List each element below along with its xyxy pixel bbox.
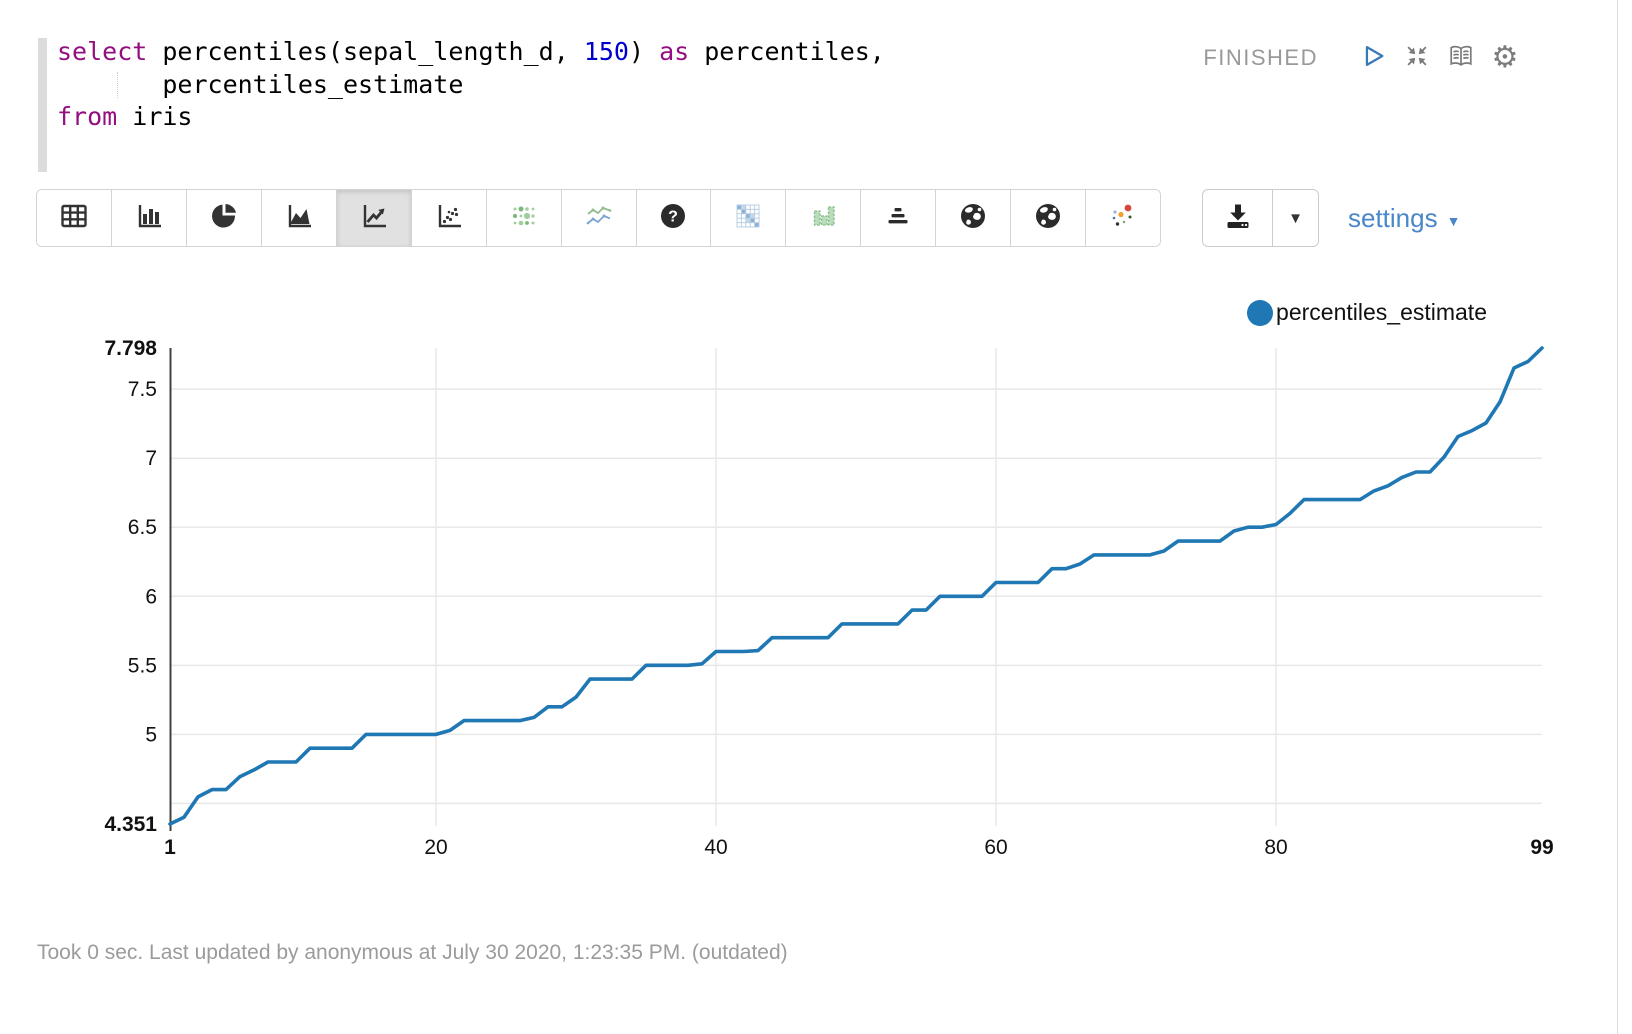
- code-line: from iris: [57, 101, 885, 134]
- x-axis-tick-label: 80: [1264, 836, 1287, 859]
- collapse-icon: [1403, 42, 1431, 75]
- paragraph-right-border: [1617, 0, 1618, 1034]
- y-axis-tick-label: 6: [145, 585, 157, 608]
- multi-line-chart-icon: [584, 201, 614, 236]
- chart-type-bar-chart-button[interactable]: [111, 190, 187, 246]
- bubble-chart-icon: [509, 201, 539, 236]
- x-axis-tick-label: 1: [164, 836, 176, 859]
- code-token-keyword: as: [659, 37, 690, 66]
- heatmap-icon: [733, 201, 763, 236]
- chart-type-colored-scatter-button[interactable]: [1086, 190, 1161, 246]
- chart-type-multi-line-chart-button[interactable]: [561, 190, 637, 246]
- chart-type-grouped-bar-chart-button[interactable]: [786, 190, 862, 246]
- legend-item[interactable]: percentiles_estimate: [1247, 299, 1487, 326]
- colored-scatter-icon: [1108, 201, 1138, 236]
- pie-chart-icon: [209, 201, 239, 236]
- show-editor-button[interactable]: [1446, 43, 1476, 73]
- run-paragraph-button[interactable]: [1358, 43, 1388, 73]
- line-chart-icon: [359, 201, 389, 236]
- chart-type-line-chart-button[interactable]: [336, 190, 412, 246]
- book-icon: [1447, 42, 1475, 75]
- area-chart-icon: [284, 201, 314, 236]
- legend-label: percentiles_estimate: [1276, 299, 1487, 325]
- indent-guide: [117, 72, 118, 98]
- code-token-plain: percentiles(sepal_length_d,: [147, 37, 584, 66]
- chart-type-globe-chart-button[interactable]: [1011, 190, 1087, 246]
- run-icon: [1359, 42, 1387, 75]
- globe-chart-icon: [1033, 201, 1063, 236]
- bar-chart-icon: [134, 201, 164, 236]
- series-line-percentiles_estimate[interactable]: [168, 346, 1544, 826]
- collapse-paragraph-button[interactable]: [1402, 43, 1432, 73]
- map-chart-icon: [958, 201, 988, 236]
- settings-label: settings: [1348, 203, 1438, 233]
- chart-type-help-button[interactable]: ?: [636, 190, 712, 246]
- chart-type-table-button[interactable]: [37, 190, 112, 246]
- chart-type-map-chart-button[interactable]: [936, 190, 1012, 246]
- svg-text:?: ?: [669, 208, 679, 225]
- y-axis-tick-label: 5: [145, 723, 157, 746]
- settings-toggle[interactable]: settings ▼: [1348, 203, 1460, 234]
- chart-type-toolbar: ?: [36, 189, 1161, 247]
- code-token-plain: percentiles,: [689, 37, 885, 66]
- help-icon: ?: [658, 201, 688, 236]
- y-axis-tick-label: 6.5: [128, 516, 157, 539]
- paragraph-settings-button[interactable]: ⚙: [1490, 43, 1520, 73]
- paragraph-status: FINISHED: [1203, 45, 1318, 70]
- sql-code-editor[interactable]: select percentiles(sepal_length_d, 150) …: [57, 36, 885, 134]
- y-axis-tick-label: 4.351: [104, 813, 157, 836]
- caret-down-icon: ▼: [1288, 209, 1303, 227]
- code-line: select percentiles(sepal_length_d, 150) …: [57, 36, 885, 69]
- chart-type-pie-chart-button[interactable]: [186, 190, 262, 246]
- paragraph-gutter: [38, 38, 47, 172]
- y-axis-tick-label: 7.798: [104, 337, 157, 360]
- paragraph-footer: Took 0 sec. Last updated by anonymous at…: [37, 941, 788, 964]
- chart-type-scatter-plot-button[interactable]: [411, 190, 487, 246]
- chart-type-pyramid-chart-button[interactable]: [861, 190, 937, 246]
- scatter-plot-icon: [434, 201, 464, 236]
- x-axis-tick-label: 20: [424, 836, 447, 859]
- code-token-plain: percentiles_estimate: [57, 69, 464, 99]
- code-token-keyword: select: [57, 37, 148, 66]
- code-token-number: 150: [583, 37, 629, 66]
- x-axis-tick-label: 99: [1530, 836, 1553, 859]
- code-token-plain: ): [628, 37, 660, 66]
- legend-marker: [1247, 299, 1274, 326]
- x-axis-tick-label: 60: [984, 836, 1007, 859]
- y-axis-tick-label: 7.5: [128, 378, 157, 401]
- x-axis-tick-label: 40: [704, 836, 727, 859]
- chart-type-bubble-chart-button[interactable]: [486, 190, 562, 246]
- download-button-group: ▼: [1202, 189, 1319, 247]
- y-axis-tick-label: 7: [145, 447, 157, 470]
- chart-type-heatmap-button[interactable]: [711, 190, 787, 246]
- download-icon: [1223, 201, 1253, 236]
- pyramid-chart-icon: [883, 201, 913, 236]
- grouped-bar-chart-icon: [808, 201, 838, 236]
- caret-down-icon: ▼: [1446, 212, 1461, 229]
- gear-icon: ⚙: [1491, 40, 1519, 75]
- paragraph-controls: FINISHED ⚙: [1203, 40, 1520, 76]
- code-line: percentiles_estimate: [57, 69, 885, 102]
- code-token-plain: iris: [117, 102, 193, 131]
- chart-type-area-chart-button[interactable]: [261, 190, 337, 246]
- code-token-keyword: from: [57, 102, 118, 131]
- y-axis-tick-label: 5.5: [128, 654, 157, 677]
- download-button[interactable]: [1203, 190, 1273, 246]
- table-icon: [59, 201, 89, 236]
- download-caret-button[interactable]: ▼: [1273, 190, 1318, 246]
